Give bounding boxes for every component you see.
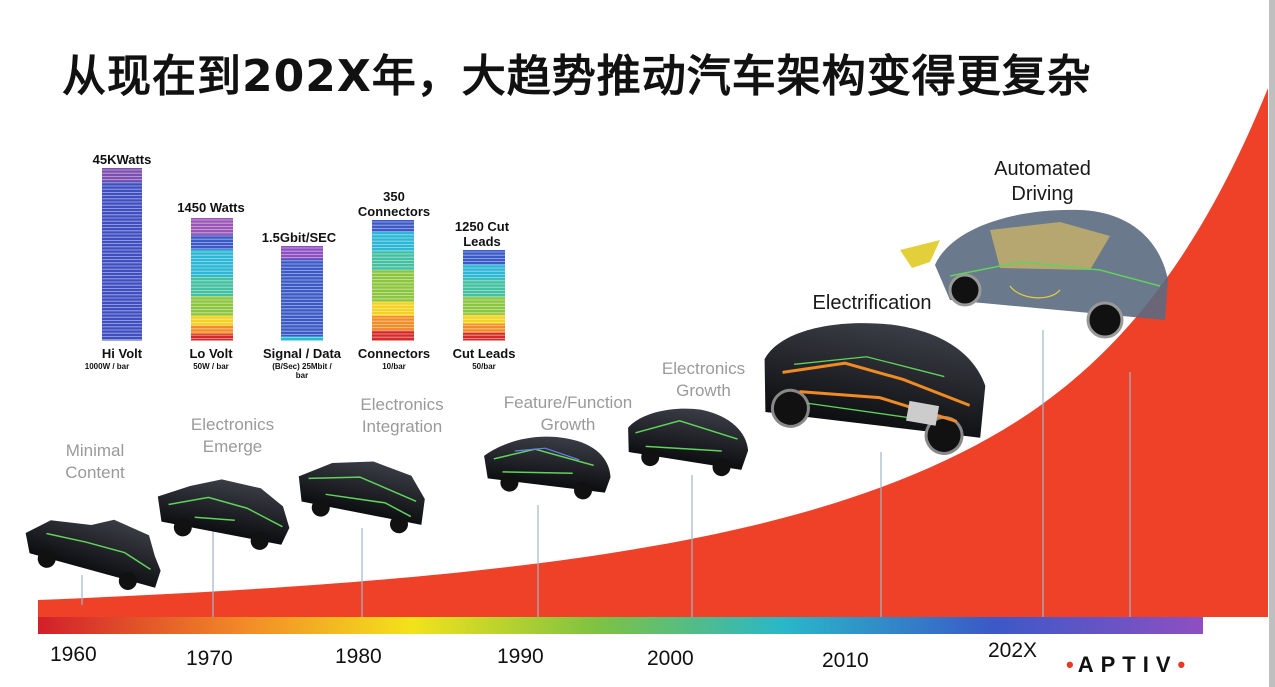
bar-3-band-2	[372, 251, 414, 271]
bar-4-band-0	[463, 250, 505, 265]
bar-3-band-0	[372, 220, 414, 233]
bar-3-band-5	[372, 316, 414, 331]
bar-4-band-6	[463, 332, 505, 341]
era-electronics-integration: Electronics Integration	[360, 395, 444, 436]
bar-sub-cut-leads: 50/bar	[472, 362, 496, 371]
bar-top-label-connectors: 350 Connectors	[357, 189, 431, 219]
bar-3-band-1	[372, 232, 414, 252]
aptiv-logo: •APTIV•	[1066, 652, 1186, 677]
bar-name-connectors: Connectors	[357, 346, 431, 361]
era-automated-driving: Automated Driving	[994, 158, 1091, 205]
bar-2-band-0	[281, 246, 323, 260]
slide-title: 从现在到202X年，大趋势推动汽车架构变得更复杂	[62, 51, 1092, 102]
growth-curve	[38, 88, 1268, 617]
car-1980	[298, 461, 425, 534]
era-feature-function-growth: Feature/Function Growth	[503, 393, 633, 434]
bar-1-band-7	[191, 333, 233, 341]
bar-name-lo-volt: Lo Volt	[189, 346, 233, 361]
bar-sub-lo-volt: 50W / bar	[193, 362, 229, 371]
marker-lines	[81, 330, 1131, 617]
era-electronics-emerge: Electronics Emerge	[190, 415, 275, 456]
bar-top-label-hi-volt: 45KWatts	[92, 152, 152, 167]
bar-top-label-cut-leads: 1250 Cut Leads	[454, 219, 510, 249]
bar-4-band-2	[463, 278, 505, 298]
car-202X	[900, 209, 1168, 339]
bar-sub-connectors: 10/bar	[382, 362, 406, 371]
spectrum-strip	[38, 617, 1203, 634]
year-1960: 1960	[50, 643, 97, 666]
bar-name-signal: Signal / Data	[262, 346, 342, 361]
bar-3-band-6	[372, 330, 414, 341]
bar-top-label-lo-volt: 1450 Watts	[177, 200, 245, 215]
bar-4-band-1	[463, 264, 505, 280]
bar-3-band-4	[372, 301, 414, 317]
bar-sub-signal: (B/Sec) 25Mbit / bar	[272, 362, 332, 380]
era-electronics-growth: Electronics Growth	[661, 359, 746, 400]
car-1960	[25, 519, 161, 590]
bar-1-band-2	[191, 249, 233, 278]
bar-2-band-1	[281, 259, 323, 337]
year-1970: 1970	[186, 647, 233, 670]
car-1990	[484, 436, 611, 500]
bar-1-band-6	[191, 325, 233, 335]
bar-1-band-3	[191, 276, 233, 297]
year-2010: 2010	[822, 649, 869, 672]
car-2000	[628, 408, 749, 477]
bar-0-band-0	[102, 168, 142, 183]
year-2000: 2000	[647, 647, 694, 670]
era-electrification: Electrification	[812, 292, 932, 314]
bar-top-label-signal: 1.5Gbit/SEC	[261, 230, 337, 245]
year-202x: 202X	[988, 639, 1038, 662]
bar-name-cut-leads: Cut Leads	[452, 346, 516, 361]
complexity-bars	[102, 168, 505, 341]
year-1990: 1990	[497, 645, 544, 668]
bar-2-band-2	[281, 336, 323, 341]
bar-name-hi-volt: Hi Volt	[101, 346, 143, 361]
slide-edge	[1269, 0, 1275, 687]
bar-1-band-5	[191, 315, 233, 326]
car-2010	[764, 323, 986, 455]
bar-sub-hi-volt: 1000W / bar	[84, 362, 130, 371]
era-minimal-content: Minimal Content	[65, 441, 125, 482]
car-1970	[157, 479, 290, 550]
year-1980: 1980	[335, 645, 382, 668]
